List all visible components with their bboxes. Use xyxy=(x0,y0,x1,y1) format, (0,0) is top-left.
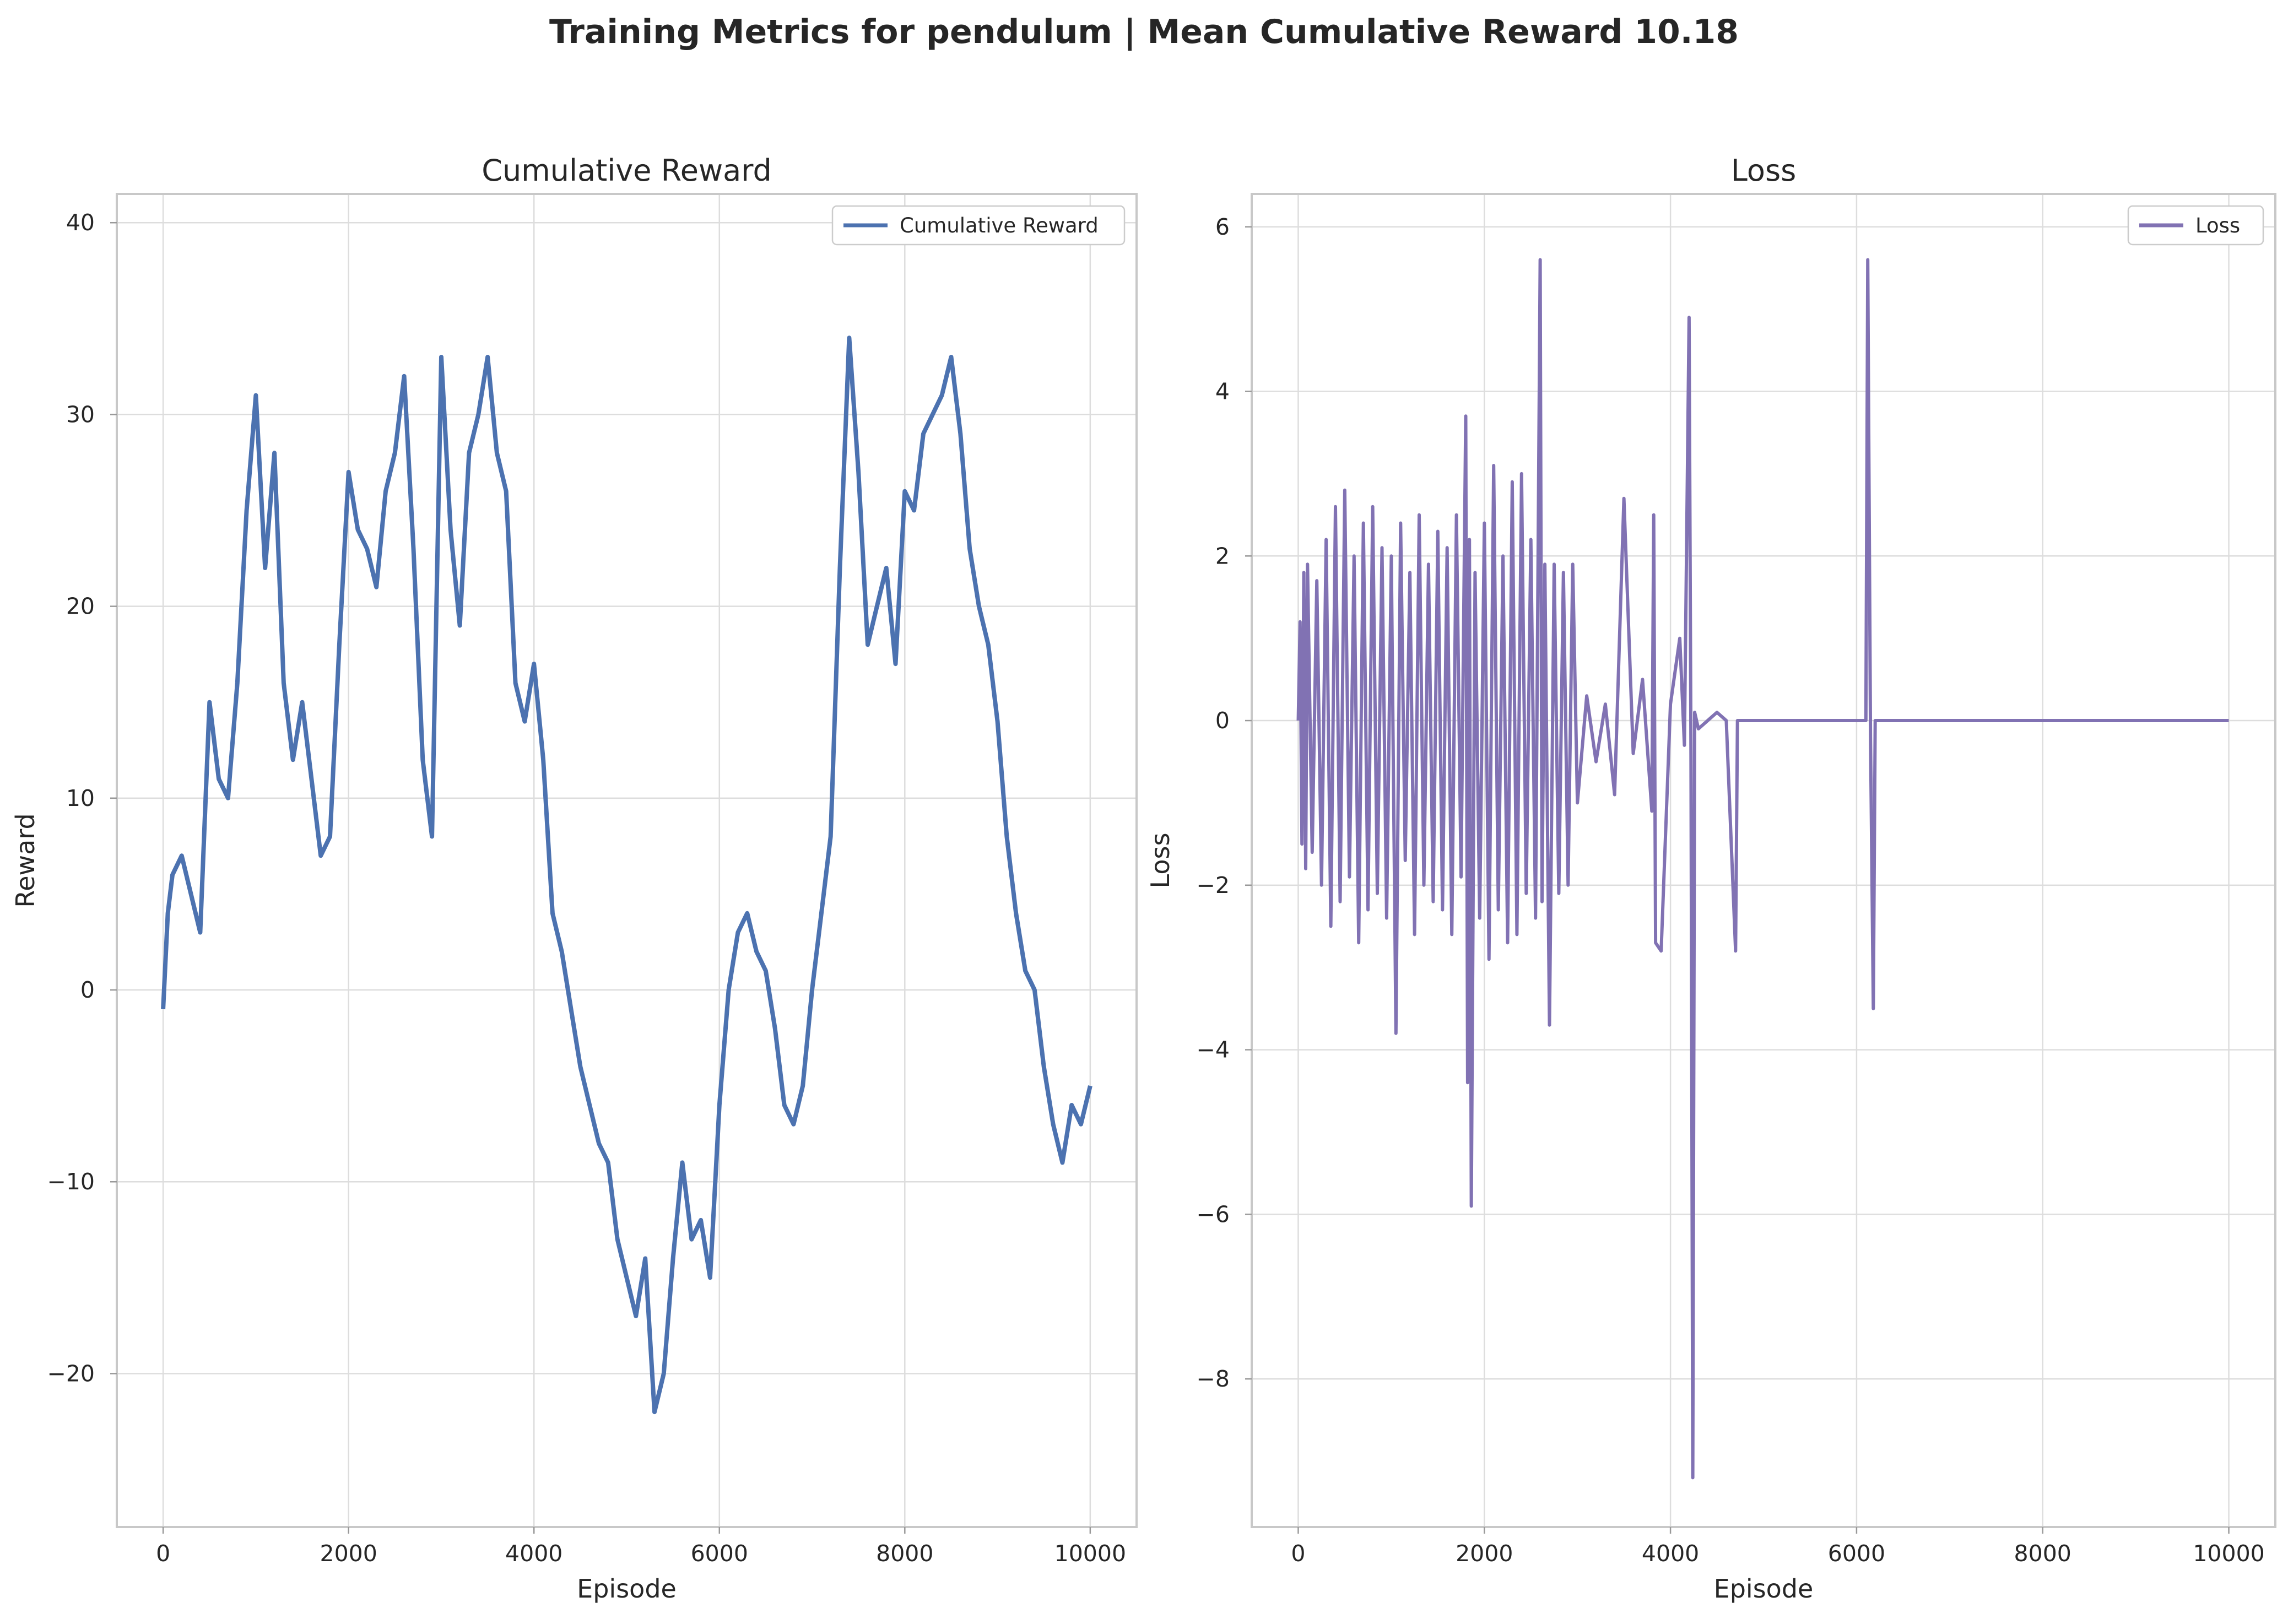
loss-xaxis-label: Episode xyxy=(1714,1574,1814,1604)
reward-xtick-label: 4000 xyxy=(505,1540,562,1567)
reward-series-line xyxy=(161,335,1092,1415)
loss-series-line xyxy=(1296,258,2229,1480)
loss-xtick-label: 10000 xyxy=(2193,1540,2264,1567)
loss-ytick-label: 6 xyxy=(1215,214,1230,240)
reward-ytick-label: 0 xyxy=(80,977,95,1003)
loss-ytick-label: 2 xyxy=(1215,543,1230,569)
reward-yaxis-label: Reward xyxy=(10,813,40,907)
loss-ytick-label: −8 xyxy=(1197,1366,1230,1392)
reward-ytick-label: 10 xyxy=(66,785,95,811)
reward-xtick-label: 6000 xyxy=(691,1540,748,1567)
loss-ytick-label: 4 xyxy=(1215,378,1230,405)
loss-legend-box xyxy=(2127,205,2264,246)
loss-xtick-label: 0 xyxy=(1291,1540,1305,1567)
loss-ytick-label: −6 xyxy=(1197,1201,1230,1227)
loss-ytick-label: −4 xyxy=(1197,1037,1230,1063)
reward-ytick-label: 30 xyxy=(66,401,95,427)
reward-xtick-label: 2000 xyxy=(320,1540,377,1567)
loss-xtick-label: 8000 xyxy=(2014,1540,2071,1567)
reward-xtick-label: 8000 xyxy=(876,1540,933,1567)
reward-legend-box xyxy=(831,205,1126,246)
reward-ytick-label: −10 xyxy=(47,1168,95,1195)
loss-ytick-label: −2 xyxy=(1197,872,1230,898)
figure-title: Training Metrics for pendulum | Mean Cum… xyxy=(549,13,1739,51)
loss-plot-frame xyxy=(1251,193,2276,1528)
loss-panel: 0 2000 4000 6000 8000 10000 −8 −6 −4 −2 0 2 4 6 Loss Ep… xyxy=(1145,153,2276,1604)
reward-ytick-label: 20 xyxy=(66,593,95,620)
reward-ytick-label: 40 xyxy=(66,209,95,236)
reward-xtick-label: 10000 xyxy=(1054,1540,1126,1567)
reward-xtick-label: 0 xyxy=(156,1540,170,1567)
loss-legend-label: Loss xyxy=(2195,214,2240,237)
reward-xaxis-label: Episode xyxy=(577,1574,677,1604)
reward-panel: 0 2000 4000 6000 8000 10000 −20 −10 0 10 20 30 40 Cum… xyxy=(10,153,1138,1604)
reward-plot-frame xyxy=(116,193,1138,1528)
loss-panel-title: Loss xyxy=(1731,153,1796,188)
reward-ytick-label: −20 xyxy=(47,1360,95,1387)
loss-ytick-label: 0 xyxy=(1215,707,1230,734)
loss-xtick-label: 6000 xyxy=(1828,1540,1885,1567)
reward-panel-title: Cumulative Reward xyxy=(482,153,771,188)
loss-yaxis-label: Loss xyxy=(1145,833,1175,889)
loss-xtick-label: 4000 xyxy=(1642,1540,1699,1567)
loss-xtick-label: 2000 xyxy=(1456,1540,1513,1567)
reward-legend-label: Cumulative Reward xyxy=(900,214,1099,237)
